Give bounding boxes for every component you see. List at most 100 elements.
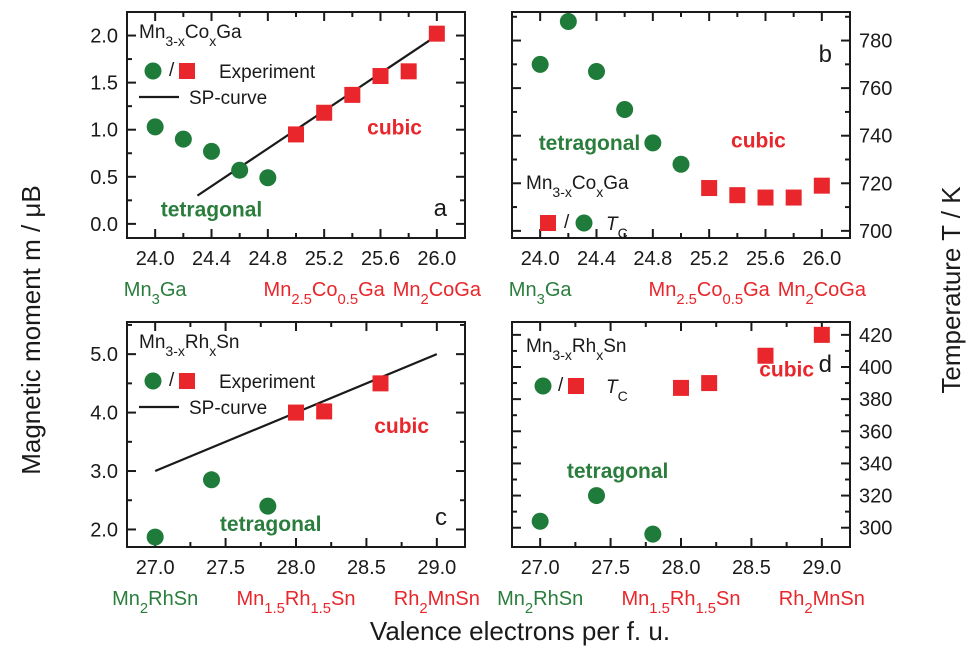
y-tick-label: 700 [859,221,892,243]
y-tick-label: 760 [859,78,892,100]
x-tick-label: 28.0 [277,557,316,579]
legend-circle-marker [144,62,162,80]
x-tick-label: 28.5 [347,557,386,579]
legend-separator: / [564,212,570,233]
y-tick-label: 3.0 [90,461,118,483]
data-point-circle [203,471,220,489]
x-tick-label: 27.0 [521,557,560,579]
y-tick-label: 4.0 [90,403,118,425]
x-tick-label: 26.0 [802,248,841,270]
data-point-circle [146,118,164,136]
data-point-square [344,86,361,103]
x-tick-label: 24.0 [521,248,560,270]
compound-name: Mn3Ga [509,279,573,308]
legend-compound: Mn3-xRhxSn [139,332,240,359]
data-point-circle [588,62,605,80]
legend-circle-marker [144,372,162,390]
y-tick-label: 400 [859,357,892,379]
data-point-circle [531,512,549,530]
x-tick-label: 28.5 [732,557,771,579]
phase-label-tetragonal: tetragonal [539,132,641,155]
panels: 24.0 24.4 24.8 25.2 25.6 26.0 0.0 0.5 1.0 1.5 2.0 c… [90,11,892,617]
phase-label-tetragonal: tetragonal [161,198,263,221]
x-tick-label: 28.0 [662,557,701,579]
compound-name: Mn2CoGa [778,279,867,308]
legend-experiment-label: Experiment [219,372,316,393]
y-tick-label: 1.5 [90,73,118,95]
compound-name: Mn2RhSn [497,588,583,617]
y-tick-label: 300 [859,518,892,540]
x-tick-label: 25.6 [746,248,785,270]
legend-compound: Mn3-xCoxGa [526,173,629,200]
legend-separator: / [558,375,564,396]
data-point-circle [259,169,277,187]
data-point-square [813,177,830,194]
legend: Mn3-xCoxGa / Experiment SP-curve [139,22,316,109]
x-tick-label: 26.0 [417,248,456,270]
y-tick-label: 0.0 [90,214,118,236]
legend-circle-marker [575,214,593,232]
legend-sp-curve-label: SP-curve [189,398,267,419]
compound-name: Rh2MnSn [394,588,480,617]
x-tick-label: 24.0 [136,248,175,270]
legend-square-marker [568,378,584,394]
y-tick-label: 2.0 [90,26,118,48]
legend-tc: Mn3-xRhxSn / TC [526,336,628,404]
x-tick-label: 24.8 [248,248,287,270]
panel-d: 27.0 27.5 28.0 28.5 29.0 300 320 340 360 380 400 42… [497,321,892,617]
x-tick-label: 27.5 [206,557,245,579]
legend-circle-marker [534,377,552,395]
data-point-circle [146,528,164,546]
data-point-square [316,403,333,420]
y-tick-label: 720 [859,173,892,195]
data-point-square [729,187,746,204]
data-point-square [288,126,304,143]
x-tick-label: 24.8 [633,248,672,270]
phase-label-cubic: cubic [367,116,422,139]
panel-c: 27.0 27.5 28.0 28.5 29.0 2.0 3.0 4.0 5.0 cubic tet… [90,321,480,617]
legend-square-marker [179,373,195,389]
legend-tc-label: TC [606,214,628,241]
x-tick-label: 29.0 [417,557,456,579]
y-axis-label-left: Magnetic moment m / μB [16,185,46,475]
data-point-circle [616,101,634,119]
legend-square-marker [540,215,556,231]
x-tick-label: 25.2 [690,248,729,270]
panel-a: 24.0 24.4 24.8 25.2 25.6 26.0 0.0 0.5 1.0 1.5 2.0 c… [90,11,482,308]
legend-experiment-label: Experiment [219,62,316,83]
phase-label-tetragonal: tetragonal [567,460,669,483]
y-tick-label: 1.0 [90,120,118,142]
data-point-square [757,189,774,206]
data-point-circle [559,13,577,31]
legend-tc-label: TC [606,377,628,404]
x-tick-label: 27.0 [136,557,175,579]
legend-square-marker [179,63,195,79]
legend-compound: Mn3-xCoxGa [139,22,242,49]
data-point-circle [644,134,662,152]
figure-labels: Magnetic moment m / μB Temperature T / K… [16,185,966,646]
compound-name: Mn3Ga [124,279,188,308]
data-point-circle [531,55,549,73]
x-tick-label: 29.0 [802,557,841,579]
y-tick-label: 360 [859,421,892,443]
panel-letter: d [819,351,832,378]
legend-tc: Mn3-xCoxGa / TC [526,173,629,241]
y-tick-label: 2.0 [90,519,118,541]
y-tick-label: 5.0 [90,344,118,366]
y-tick-label: 420 [859,325,892,347]
x-tick-label: 24.4 [192,248,231,270]
data-point-circle [231,161,249,179]
data-point-circle [259,497,277,515]
compound-name: Mn2CoGa [393,279,482,308]
y-tick-label: 320 [859,486,892,508]
phase-label-cubic: cubic [759,359,814,382]
phase-label-cubic: cubic [374,415,429,438]
legend-separator: / [169,60,175,81]
data-point-square [701,180,718,197]
data-point-square [428,25,445,42]
compound-name: Rh2MnSn [779,588,865,617]
legend: Mn3-xRhxSn / Experiment SP-curve [139,332,316,419]
data-point-square [757,347,774,364]
data-point-circle [588,487,605,505]
